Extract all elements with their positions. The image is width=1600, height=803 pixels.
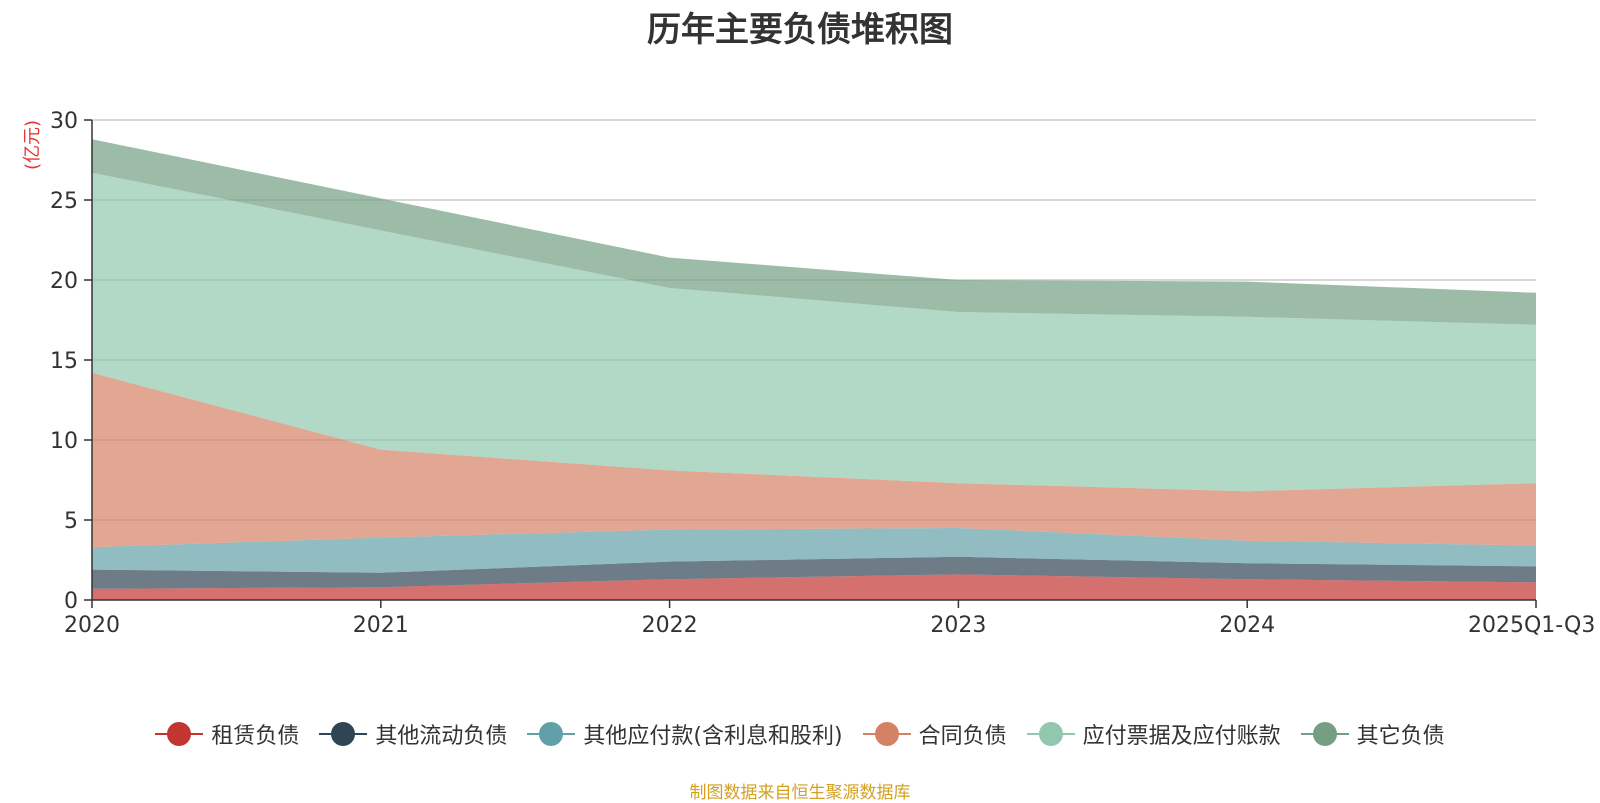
y-tick-label: 25 xyxy=(50,189,78,214)
legend-label: 租赁负债 xyxy=(211,724,300,749)
legend-label: 应付票据及应付账款 xyxy=(1082,724,1281,749)
y-tick-label: 30 xyxy=(50,109,78,134)
x-tick-label: 2020 xyxy=(64,613,120,638)
y-tick-label: 0 xyxy=(64,589,78,614)
legend-item[interactable]: 合同负债 xyxy=(862,718,1007,750)
legend-item[interactable]: 其它负债 xyxy=(1300,718,1445,750)
legend-item[interactable]: 其他应付款(含利息和股利) xyxy=(527,718,843,750)
x-tick-label: 2021 xyxy=(353,613,409,638)
legend-label: 其它负债 xyxy=(1356,724,1445,749)
area-series xyxy=(92,139,1536,600)
y-tick-label: 15 xyxy=(50,349,78,374)
area-series-2 xyxy=(92,528,1536,573)
y-tick-label: 5 xyxy=(64,509,78,534)
legend-label: 合同负债 xyxy=(918,724,1007,749)
legend: 租赁负债 其他流动负债 其他应付款(含利息和股利) 合同负债 应付票据及应付账款 其它负债 xyxy=(0,718,1600,750)
legend-marker-icon xyxy=(319,722,368,746)
area-series-4 xyxy=(92,172,1536,492)
x-tick-label: 2023 xyxy=(930,613,986,638)
legend-marker-icon xyxy=(1026,722,1075,746)
area-series-1 xyxy=(92,556,1536,589)
legend-marker-icon xyxy=(1300,722,1349,746)
axes xyxy=(84,119,1537,608)
legend-item[interactable]: 租赁负债 xyxy=(155,718,299,750)
legend-marker-icon xyxy=(862,722,911,746)
y-tick-label: 10 xyxy=(50,429,78,454)
legend-item[interactable]: 应付票据及应付账款 xyxy=(1026,718,1281,750)
y-axis-unit-label: (亿元) xyxy=(22,120,43,170)
x-tick-label: 2022 xyxy=(642,613,698,638)
x-tick-label: 2025Q1-Q3 xyxy=(1468,613,1595,638)
area-series-5 xyxy=(92,139,1536,325)
legend-item[interactable]: 其他流动负债 xyxy=(319,718,507,750)
area-series-3 xyxy=(92,372,1536,548)
legend-label: 其他流动负债 xyxy=(375,724,508,749)
legend-marker-icon xyxy=(155,722,204,746)
y-tick-label: 20 xyxy=(50,269,78,294)
data-source-note: 制图数据来自恒生聚源数据库 xyxy=(689,783,911,803)
x-tick-label: 2024 xyxy=(1219,613,1275,638)
chart-title: 历年主要负债堆积图 xyxy=(647,10,953,50)
tick-labels: 0 5 10 15 20 25 30 2020 2021 2022 2023 2024 2025Q1-Q… xyxy=(22,109,1595,638)
legend-label: 其他应付款(含利息和股利) xyxy=(583,724,843,749)
legend-marker-icon xyxy=(527,722,576,746)
area-series-0 xyxy=(92,574,1536,600)
